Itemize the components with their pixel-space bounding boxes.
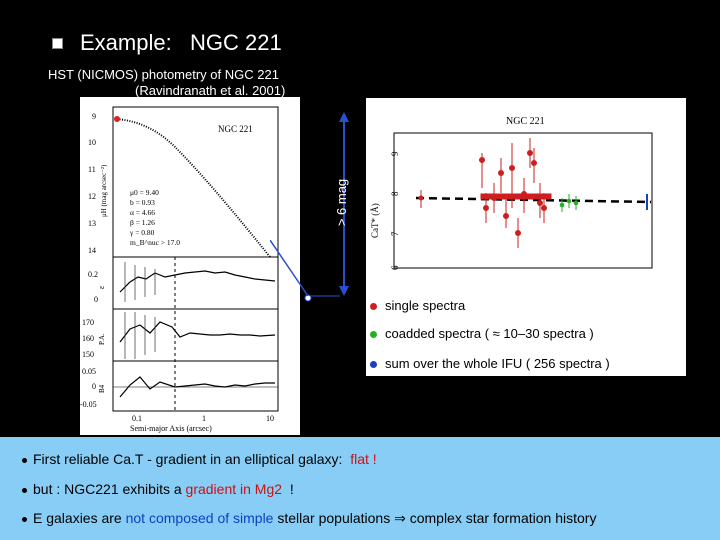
conclusion-line-2: but : NGC221 exhibits a gradient in Mg2 … xyxy=(22,481,294,497)
subtitle-line-2: (Ravindranath et al. 2001) xyxy=(135,83,286,98)
conclusion-text: E galaxies are xyxy=(33,510,126,526)
red-dot-icon xyxy=(370,303,377,311)
blue-dot-icon xyxy=(370,361,377,369)
mu-tick: 11 xyxy=(88,165,96,174)
coadded-spectra-points xyxy=(559,194,579,212)
legend-sum: sum over the whole IFU ( 256 spectra ) xyxy=(370,356,610,371)
error-bars xyxy=(124,312,156,359)
conclusion-highlight: flat ! xyxy=(350,451,377,467)
mu-tick: 13 xyxy=(88,219,96,228)
title-bullet-icon xyxy=(52,38,63,49)
eps-tick: 0.2 xyxy=(88,270,98,279)
conclusion-highlight: gradient in Mg2 xyxy=(185,481,283,497)
photometry-plot: NGC 221 μ0 = 9.40 b = 0.93 α = 4.66 β = … xyxy=(80,106,279,433)
conclusion-line-3: E galaxies are not composed of simple st… xyxy=(22,510,596,527)
cat-gradient-figure: NGC 221 CaT* (Å) 9 8 7 6 xyxy=(366,98,686,376)
right-ylabel: CaT* (Å) xyxy=(370,203,380,238)
eps-tick: 0 xyxy=(94,295,98,304)
mu-tick: 12 xyxy=(88,192,96,201)
conclusion-highlight: not composed of simple xyxy=(125,510,274,526)
conclusions-box: First reliable Ca.T - gradient in an ell… xyxy=(0,437,720,540)
mu-tick: 10 xyxy=(88,138,96,147)
photometry-figure: NGC 221 μ0 = 9.40 b = 0.93 α = 4.66 β = … xyxy=(80,97,300,435)
nucleus-marker xyxy=(114,116,120,122)
right-y-tick: 9 xyxy=(390,151,400,156)
param-line: b = 0.93 xyxy=(130,198,155,207)
param-line: μ0 = 9.40 xyxy=(130,188,159,197)
error-bars xyxy=(124,262,156,302)
param-line: α = 4.66 xyxy=(130,208,155,217)
single-spectra-points xyxy=(418,138,552,248)
cat-gradient-plot: NGC 221 CaT* (Å) 9 8 7 6 xyxy=(370,116,653,288)
green-dot-icon xyxy=(370,331,377,339)
conclusion-text: ! xyxy=(282,481,294,497)
x-tick: 10 xyxy=(266,414,274,423)
eps-axis-label: ε xyxy=(97,285,106,289)
pa-tick: 160 xyxy=(82,334,94,343)
mu-tick: 14 xyxy=(88,246,96,255)
pa-tick: 170 xyxy=(82,318,94,327)
bullet-icon xyxy=(22,457,27,463)
x-tick: 0.1 xyxy=(132,414,142,423)
mu-axis-label: μH (mag arcsec⁻²) xyxy=(100,164,108,217)
b4-axis-label: B4 xyxy=(98,384,106,393)
param-line: γ = 0.80 xyxy=(129,228,155,237)
b4-trace xyxy=(119,376,275,398)
b4-tick: 0.05 xyxy=(82,367,96,376)
param-line: β = 1.26 xyxy=(130,218,155,227)
legend-coadded-label: coadded spectra ( ≈ 10–30 spectra ) xyxy=(385,326,594,341)
b4-tick: 0 xyxy=(92,382,96,391)
pa-axis-label: P.A. xyxy=(98,333,106,345)
left-figure-name: NGC 221 xyxy=(218,124,253,134)
magnitude-range-label: > 6 mag xyxy=(334,178,350,227)
ellipticity-trace xyxy=(119,270,276,293)
conclusion-line-1: First reliable Ca.T - gradient in an ell… xyxy=(22,451,377,467)
left-xlabel: Semi-major Axis (arcsec) xyxy=(130,424,212,433)
right-y-tick: 6 xyxy=(390,265,400,270)
flat-gradient-line xyxy=(415,196,652,204)
x-tick: 1 xyxy=(202,414,206,423)
conclusion-text: First reliable Ca.T - gradient in an ell… xyxy=(33,451,351,467)
param-line: m_B^nuc > 17.0 xyxy=(130,238,180,247)
pa-tick: 150 xyxy=(82,350,94,359)
conclusion-text: stellar populations ⇒ complex star forma… xyxy=(273,510,597,526)
right-figure-name: NGC 221 xyxy=(506,116,545,127)
legend-single: single spectra xyxy=(370,298,465,313)
legend-coadded: coadded spectra ( ≈ 10–30 spectra ) xyxy=(370,326,594,341)
pa-trace xyxy=(119,321,276,343)
subtitle-line-1: HST (NICMOS) photometry of NGC 221 xyxy=(48,67,279,82)
right-y-tick: 7 xyxy=(390,231,400,236)
bullet-icon xyxy=(22,487,27,493)
surface-brightness-profile xyxy=(116,118,271,258)
connector-line xyxy=(270,240,309,297)
b4-tick: -0.05 xyxy=(80,400,97,409)
legend-single-label: single spectra xyxy=(385,298,466,313)
legend-sum-label: sum over the whole IFU ( 256 spectra ) xyxy=(385,356,610,371)
slide-title: Example: NGC 221 xyxy=(80,30,282,55)
conclusion-text: but : NGC221 exhibits a xyxy=(33,481,186,497)
mu-tick: 9 xyxy=(92,112,96,121)
right-y-tick: 8 xyxy=(390,191,400,196)
bullet-icon xyxy=(22,516,27,522)
